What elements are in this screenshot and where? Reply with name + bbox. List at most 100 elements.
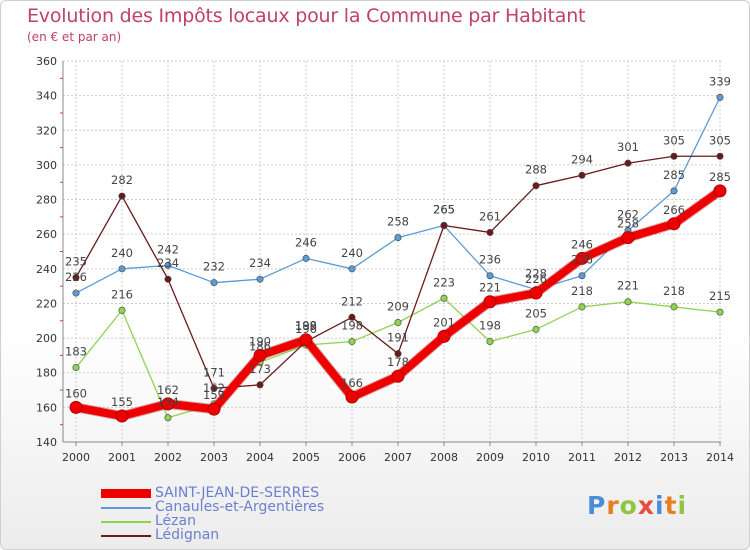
x-tick-label: 2014	[706, 451, 734, 464]
data-point	[667, 217, 681, 231]
x-tick-label: 2010	[522, 451, 550, 464]
data-point	[69, 400, 83, 414]
data-point	[716, 152, 724, 160]
data-label: 221	[617, 279, 639, 293]
data-point	[394, 350, 402, 358]
legend-item-lezan: Lézan	[101, 514, 401, 529]
data-point	[348, 265, 356, 273]
data-point	[670, 152, 678, 160]
data-point	[575, 251, 589, 265]
data-point	[210, 384, 218, 392]
y-tick-label: 160	[36, 401, 57, 414]
data-point	[118, 192, 126, 200]
data-point	[532, 325, 540, 333]
x-tick-label: 2000	[62, 451, 90, 464]
data-label: 262	[617, 208, 639, 222]
data-label: 234	[157, 256, 179, 270]
x-tick-label: 2008	[430, 451, 458, 464]
x-tick-label: 2002	[154, 451, 182, 464]
data-label: 258	[387, 215, 409, 229]
y-tick-label: 240	[36, 263, 57, 276]
data-point	[437, 329, 451, 343]
data-label: 265	[433, 203, 455, 217]
legend-swatch	[101, 507, 151, 509]
data-point	[716, 308, 724, 316]
data-label: 162	[157, 383, 179, 397]
data-point	[716, 93, 724, 101]
data-label: 209	[387, 300, 409, 314]
data-label: 228	[525, 267, 547, 281]
data-point	[299, 333, 313, 347]
data-label: 166	[341, 376, 363, 390]
legend-swatch	[101, 535, 151, 537]
data-label: 178	[387, 355, 409, 369]
data-label: 294	[571, 152, 593, 166]
data-point	[578, 171, 586, 179]
data-point	[483, 295, 497, 309]
data-point	[486, 228, 494, 236]
y-tick-label: 280	[36, 194, 57, 207]
data-label: 246	[295, 235, 317, 249]
data-label: 265	[433, 203, 455, 217]
x-tick-label: 2005	[292, 451, 320, 464]
data-point	[118, 265, 126, 273]
data-label: 173	[249, 362, 271, 376]
data-label: 282	[111, 173, 133, 187]
data-label: 199	[295, 319, 317, 333]
data-point	[532, 182, 540, 190]
data-label: 261	[479, 209, 501, 223]
logo-letter: i	[655, 491, 665, 520]
data-label: 258	[617, 217, 639, 231]
data-point	[529, 286, 543, 300]
data-point	[624, 298, 632, 306]
data-point	[210, 279, 218, 287]
data-label: 183	[65, 345, 87, 359]
data-label: 162	[203, 381, 225, 395]
data-label: 198	[341, 319, 363, 333]
data-label: 198	[479, 319, 501, 333]
data-point	[118, 306, 126, 314]
y-tick-label: 320	[36, 124, 57, 137]
data-point	[670, 303, 678, 311]
data-label: 155	[111, 395, 133, 409]
y-tick-label: 340	[36, 90, 57, 103]
data-label: 226	[65, 270, 87, 284]
data-label: 190	[249, 334, 271, 348]
data-label: 196	[295, 322, 317, 336]
data-label: 221	[479, 281, 501, 295]
data-label: 232	[203, 260, 225, 274]
data-label: 154	[157, 395, 179, 409]
data-label: 201	[433, 315, 455, 329]
x-tick-label: 2013	[660, 451, 688, 464]
y-tick-label: 180	[36, 367, 57, 380]
legend-item-ledignan: Lédignan	[101, 527, 401, 543]
data-label: 235	[65, 254, 87, 268]
data-label: 160	[65, 386, 87, 400]
data-label: 191	[387, 331, 409, 345]
data-label: 223	[433, 275, 455, 289]
legend-swatch	[101, 521, 151, 523]
x-tick-label: 2009	[476, 451, 504, 464]
data-label: 215	[709, 289, 731, 303]
legend: SAINT-JEAN-DE-SERRES Canaules-et-Argenti…	[101, 485, 401, 543]
data-point	[72, 273, 80, 281]
legend-label: Lédignan	[155, 527, 220, 543]
data-point	[161, 397, 175, 411]
legend-item-saint-jean-de-serres: SAINT-JEAN-DE-SERRES	[101, 485, 401, 501]
legend-label: SAINT-JEAN-DE-SERRES	[155, 485, 320, 501]
logo-letter: t	[664, 491, 678, 520]
data-point	[486, 272, 494, 280]
logo-letter: i	[677, 491, 688, 520]
data-point	[256, 381, 264, 389]
data-label: 171	[203, 365, 225, 379]
chart-title: Evolution des Impôts locaux pour la Comm…	[27, 5, 586, 27]
logo-letter: r	[606, 491, 620, 520]
data-point	[578, 272, 586, 280]
data-label: 236	[571, 253, 593, 267]
data-point	[345, 390, 359, 404]
data-label: 240	[341, 246, 363, 260]
data-label: 246	[571, 237, 593, 251]
data-label: 301	[617, 140, 639, 154]
data-label: 236	[479, 253, 501, 267]
legend-label: Canaules-et-Argentières	[155, 499, 325, 515]
